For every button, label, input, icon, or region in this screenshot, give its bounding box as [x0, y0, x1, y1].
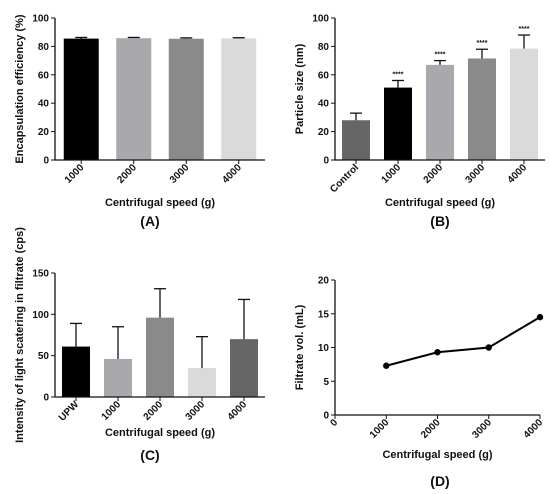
x-tick-label: 3000 [184, 399, 208, 423]
y-tick-label: 60 [318, 70, 330, 81]
x-tick-label: 1000 [100, 399, 124, 423]
bar [468, 58, 496, 160]
x-tick-label: 4000 [226, 399, 250, 423]
y-tick-label: 100 [32, 310, 49, 321]
x-tick-label: 1000 [380, 162, 404, 186]
chart-panel-b: 0 20 40 60 80 100 Particle size (nm) Control ***… [294, 14, 545, 229]
x-tick-label: 4000 [522, 417, 546, 441]
y-tick-label: 100 [32, 14, 49, 25]
x-tick-label: 2000 [419, 417, 443, 441]
data-point [485, 344, 492, 351]
x-tick-label: 4000 [506, 162, 530, 186]
significance-label: **** [393, 71, 404, 78]
significance-label: **** [519, 26, 530, 33]
bar [63, 38, 99, 161]
y-tick-label: 60 [38, 70, 50, 81]
bar [62, 346, 90, 397]
x-axis-label: Centrifugal speed (g) [105, 427, 215, 439]
x-tick-label: UPW [57, 399, 82, 424]
bar [104, 358, 132, 397]
bar [510, 48, 538, 160]
y-tick-label: 40 [38, 99, 50, 110]
y-tick-label: 80 [318, 42, 330, 53]
bar [221, 38, 257, 160]
y-tick-label: 15 [318, 309, 330, 320]
x-tick-label: 2000 [422, 162, 446, 186]
data-point [536, 313, 544, 321]
bar [230, 339, 258, 397]
bar [146, 317, 174, 397]
y-tick-label: 100 [312, 14, 329, 25]
y-tick-label: 20 [318, 127, 330, 138]
x-tick-label: 2000 [115, 162, 139, 186]
chart-panel-c: 0 50 100 150 Intensity of light scatering in… [14, 227, 265, 463]
significance-label: **** [435, 52, 446, 59]
y-tick-label: 20 [38, 127, 50, 138]
x-tick-label: Control [328, 162, 361, 195]
y-tick-label: 150 [32, 269, 49, 280]
x-tick-label: 3000 [464, 162, 488, 186]
chart-panel-d: 0 5 10 15 20 Filtrate vol. (mL) 0 1000 2000 3000 4… [294, 276, 545, 490]
x-tick-label: 0 [328, 417, 340, 429]
x-tick-label: 3000 [168, 162, 192, 186]
panel-label: (C) [140, 447, 159, 463]
data-point [434, 349, 441, 356]
data-point [383, 362, 390, 369]
y-tick-label: 10 [318, 343, 330, 354]
x-tick-label: 2000 [142, 399, 166, 423]
y-tick-label: 0 [323, 411, 329, 422]
x-tick-label: 1000 [63, 162, 87, 186]
x-tick-label: 1000 [368, 417, 392, 441]
y-tick-label: 40 [318, 99, 330, 110]
panel-label: (B) [430, 213, 449, 229]
y-tick-label: 0 [323, 156, 329, 167]
x-tick-label: 4000 [220, 162, 244, 186]
panel-label: (A) [140, 213, 159, 229]
bar [342, 120, 370, 160]
y-axis-label: Encapsulation efficiency (%) [14, 14, 26, 163]
y-tick-label: 0 [43, 156, 49, 167]
bar [188, 368, 216, 397]
y-tick-label: 50 [38, 351, 50, 362]
y-axis-label: Intensity of light scatering in filtrate… [14, 227, 26, 443]
chart-panel-a: 0 20 40 60 80 100 Encapsulation efficiency (%)… [14, 14, 265, 229]
y-tick-label: 80 [38, 42, 50, 53]
bar [116, 38, 152, 160]
significance-label: **** [477, 40, 488, 47]
y-tick-label: 20 [318, 276, 330, 287]
x-axis-label: Centrifugal speed (g) [385, 197, 495, 209]
x-tick-label: 3000 [470, 417, 494, 441]
bar [384, 87, 412, 160]
y-tick-label: 0 [43, 393, 49, 404]
y-axis-label: Particle size (nm) [294, 43, 306, 134]
series-line [385, 316, 541, 367]
x-axis-label: Centrifugal speed (g) [382, 449, 492, 461]
bar [426, 64, 454, 160]
y-axis-label: Filtrate vol. (mL) [294, 304, 306, 390]
y-tick-label: 5 [323, 377, 329, 388]
panel-label: (D) [430, 473, 449, 489]
x-axis-label: Centrifugal speed (g) [105, 197, 215, 209]
bar [168, 38, 204, 161]
